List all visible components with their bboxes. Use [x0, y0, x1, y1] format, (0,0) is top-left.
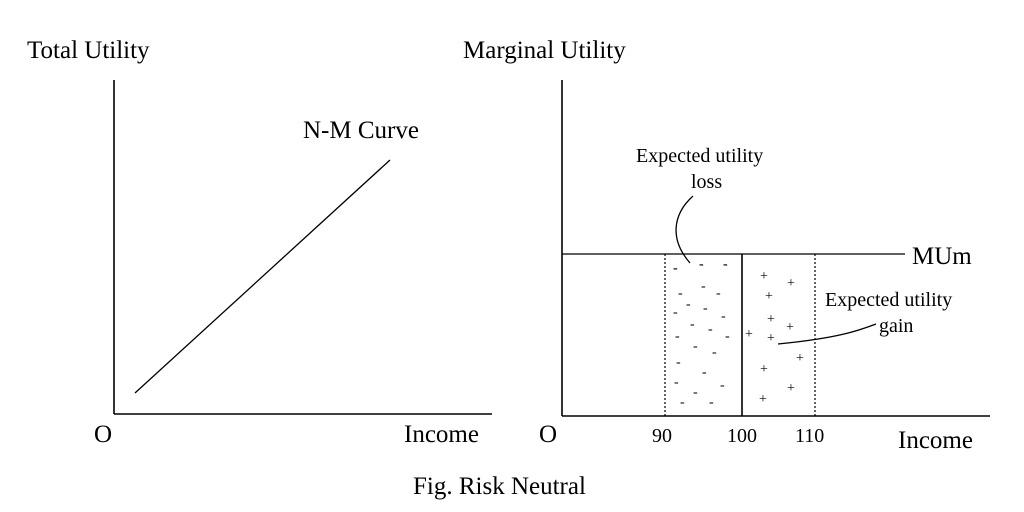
left-origin-label: O — [94, 421, 112, 448]
loss-sign: - — [716, 286, 721, 301]
gain-sign: + — [787, 276, 795, 291]
loss-sign: - — [720, 378, 725, 393]
loss-sign: - — [673, 305, 678, 320]
loss-sign: - — [699, 257, 704, 272]
right-x-axis-label: Income — [898, 427, 973, 454]
gain-sign: + — [759, 392, 767, 407]
gain-annotation-pointer — [777, 323, 877, 345]
gain-region-signs: + + + + + + + + + + + — [745, 269, 804, 407]
gain-sign: + — [767, 331, 775, 346]
left-panel: Total Utility N-M Curve O Income — [27, 37, 492, 448]
gain-annotation-line1: Expected utility — [825, 289, 952, 311]
loss-sign: - — [678, 286, 683, 301]
gain-sign: + — [786, 320, 794, 335]
loss-sign: - — [673, 261, 678, 276]
loss-sign: - — [676, 355, 681, 370]
nm-curve-label: N-M Curve — [303, 117, 419, 144]
gain-sign: + — [765, 289, 773, 304]
loss-sign: - — [693, 339, 698, 354]
left-x-axis-label: Income — [404, 421, 479, 448]
gain-sign: + — [760, 362, 768, 377]
loss-annotation-pointer — [675, 195, 694, 264]
loss-sign: - — [675, 329, 680, 344]
gain-annotation-line2: gain — [879, 315, 913, 337]
tick-label-110: 110 — [795, 425, 824, 447]
loss-sign: - — [701, 279, 706, 294]
loss-sign: - — [680, 395, 685, 410]
nm-curve — [134, 159, 391, 394]
loss-annotation-line1: Expected utility — [636, 145, 763, 167]
gain-sign: + — [745, 327, 753, 342]
loss-sign: - — [703, 301, 708, 316]
loss-sign: - — [709, 395, 714, 410]
loss-sign: - — [708, 322, 713, 337]
gain-sign: + — [796, 351, 804, 366]
loss-sign: - — [674, 375, 679, 390]
left-y-axis-label: Total Utility — [27, 37, 150, 64]
loss-sign: - — [686, 297, 691, 312]
loss-region-signs: - - - - - - - - - - - - - - - - - - - - … — [673, 257, 730, 410]
loss-sign: - — [702, 365, 707, 380]
loss-sign: - — [712, 345, 717, 360]
loss-sign: - — [723, 257, 728, 272]
loss-sign: - — [725, 329, 730, 344]
gain-sign: + — [787, 381, 795, 396]
loss-sign: - — [721, 309, 726, 324]
gain-sign: + — [767, 312, 775, 327]
right-origin-label: O — [539, 421, 557, 448]
figure-caption: Fig. Risk Neutral — [413, 473, 586, 500]
right-panel: Marginal Utility MUm - - - - - - - - - -… — [463, 37, 990, 454]
loss-sign: - — [693, 385, 698, 400]
tick-label-100: 100 — [727, 425, 757, 447]
mum-label: MUm — [912, 243, 972, 270]
loss-annotation-line2: loss — [691, 171, 722, 193]
tick-label-90: 90 — [652, 425, 672, 447]
gain-sign: + — [760, 269, 768, 284]
loss-sign: - — [690, 317, 695, 332]
right-y-axis-label: Marginal Utility — [463, 37, 626, 64]
